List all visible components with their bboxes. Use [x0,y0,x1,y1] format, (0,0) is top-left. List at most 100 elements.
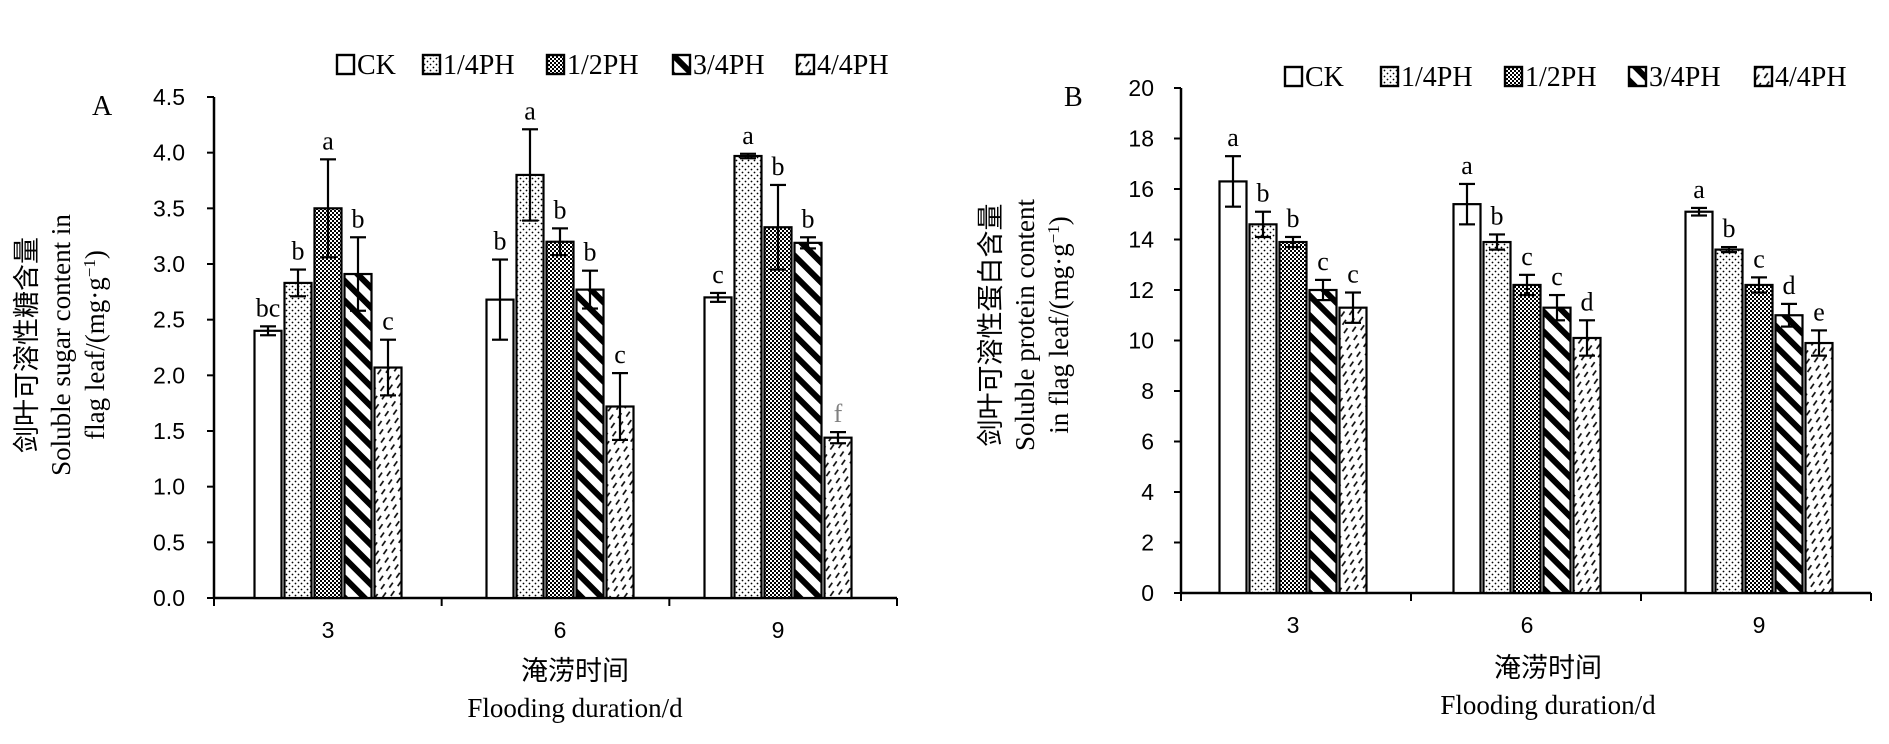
significance-letter: b [1257,179,1270,208]
legend-label-ck: CK [357,50,396,81]
x-axis-title-b-en: Flooding duration/d [1440,690,1656,720]
y-tick-label: 4 [1141,479,1154,505]
legend-swatch-half-ph [1503,65,1524,88]
y-tick-label: 8 [1141,378,1154,404]
legend-swatch-three-quarter-ph [1627,65,1648,88]
legend-label-ck: CK [1305,62,1344,93]
bar-quarter-ph-9 [1714,248,1744,595]
significance-letter: c [1753,244,1765,273]
legend-swatch-full-ph [795,53,816,76]
bar-three-quarter-ph-6 [1542,306,1572,595]
y-tick-label: 1.5 [153,418,185,444]
significance-letter: c [382,307,394,336]
bar-full-ph-3 [373,366,403,600]
panel-b: B 剑叶可溶性蛋白含量 Soluble protein content in f… [976,62,1872,720]
y-axis-title-b-en-2: in flag leaf/(mg·g−1) [1044,216,1075,434]
bar-half-ph-6 [545,240,575,600]
y-axis-title-a: 剑叶可溶性糖含量 Soluble sugar content in flag l… [12,214,110,476]
bar-half-ph-6 [1512,283,1542,595]
x-tick-label: 9 [1753,612,1766,638]
y-tick-label: 6 [1141,429,1154,455]
y-tick-label: 0.0 [153,585,185,611]
x-tick-label: 3 [1287,612,1300,638]
significance-letter: d [1783,271,1796,300]
y-tick-label: 1.0 [153,474,185,500]
bar-ck-9 [703,296,733,600]
bar-quarter-ph-6 [1482,240,1512,595]
significance-letter: c [1551,262,1563,291]
y-tick-label: 18 [1128,126,1154,152]
significance-letter: bc [256,293,281,322]
legend-swatch-half-ph [545,53,566,76]
y-tick-label: 0 [1141,580,1154,606]
significance-letter: b [584,238,597,267]
y-axis-title-a-en-2: flag leaf/(mg·g−1) [80,250,111,440]
significance-letter: a [1461,151,1473,180]
bar-full-ph-3 [1338,306,1368,595]
x-tick-label: 9 [772,617,785,643]
legend-swatch-ck [335,53,356,76]
legend-swatch-quarter-ph [421,53,442,76]
y-tick-label: 4.5 [153,84,185,110]
legend-a: CK 1/4PH 1/2PH 3/4PH 4/4PH [335,50,889,81]
legend-label-half-ph: 1/2PH [567,50,639,81]
significance-letter: e [1813,297,1825,326]
significance-letter: b [1491,201,1504,230]
significance-letter: c [614,340,626,369]
x-axis-title-a-cn: 淹涝时间 [521,656,629,686]
significance-letter: b [494,227,507,256]
significance-letter: c [1521,242,1533,271]
significance-letter: c [1347,260,1359,289]
y-tick-label: 14 [1128,227,1154,253]
bar-half-ph-9 [763,226,793,600]
y-tick-label: 4.0 [153,140,185,166]
y-tick-label: 16 [1128,176,1154,202]
bar-ck-3 [1218,180,1248,595]
legend-label-half-ph: 1/2PH [1525,62,1597,93]
y-axis-title-b: 剑叶可溶性蛋白含量 Soluble protein content in fla… [976,199,1074,451]
significance-letter: a [322,126,334,155]
legend-swatch-ck [1283,65,1304,88]
bar-three-quarter-ph-3 [1308,288,1338,595]
bar-three-quarter-ph-3 [343,272,373,600]
y-tick-label: 2 [1141,530,1154,556]
bar-three-quarter-ph-6 [575,288,605,600]
x-tick-label: 6 [1521,612,1534,638]
y-tick-label: 10 [1128,328,1154,354]
significance-letter: a [1693,175,1705,204]
bar-quarter-ph-3 [283,281,313,600]
significance-letter: d [1581,287,1594,316]
significance-letter: b [802,204,815,233]
y-tick-label: 2.0 [153,362,185,388]
y-axis-title-a-en-1: Soluble sugar content in [46,214,76,476]
bar-full-ph-9 [823,436,853,600]
significance-letter: b [772,152,785,181]
bar-quarter-ph-9 [733,154,763,600]
y-tick-label: 20 [1128,75,1154,101]
bar-ck-9 [1684,210,1714,595]
legend-swatch-three-quarter-ph [671,53,692,76]
legend-swatch-quarter-ph [1379,65,1400,88]
bar-quarter-ph-3 [1248,223,1278,595]
bar-three-quarter-ph-9 [793,241,823,600]
legend-label-full-ph: 4/4PH [1775,62,1847,93]
significance-letter: a [524,96,536,125]
significance-letter: c [1317,247,1329,276]
bar-ck-6 [485,298,515,600]
legend-label-three-quarter-ph: 3/4PH [1649,62,1721,93]
legend-swatch-full-ph [1753,65,1774,88]
bar-ck-6 [1452,203,1482,595]
significance-letter: a [1227,123,1239,152]
bar-quarter-ph-6 [515,173,545,600]
legend-label-quarter-ph: 1/4PH [443,50,515,81]
x-tick-label: 3 [322,617,335,643]
significance-letter: b [1287,204,1300,233]
x-tick-label: 6 [554,617,567,643]
panel-a: A 剑叶可溶性糖含量 Soluble sugar content in flag… [12,50,898,723]
significance-letter: c [712,260,724,289]
y-tick-label: 3.0 [153,251,185,277]
bar-half-ph-3 [313,207,343,600]
panel-label-b: B [1064,82,1083,113]
